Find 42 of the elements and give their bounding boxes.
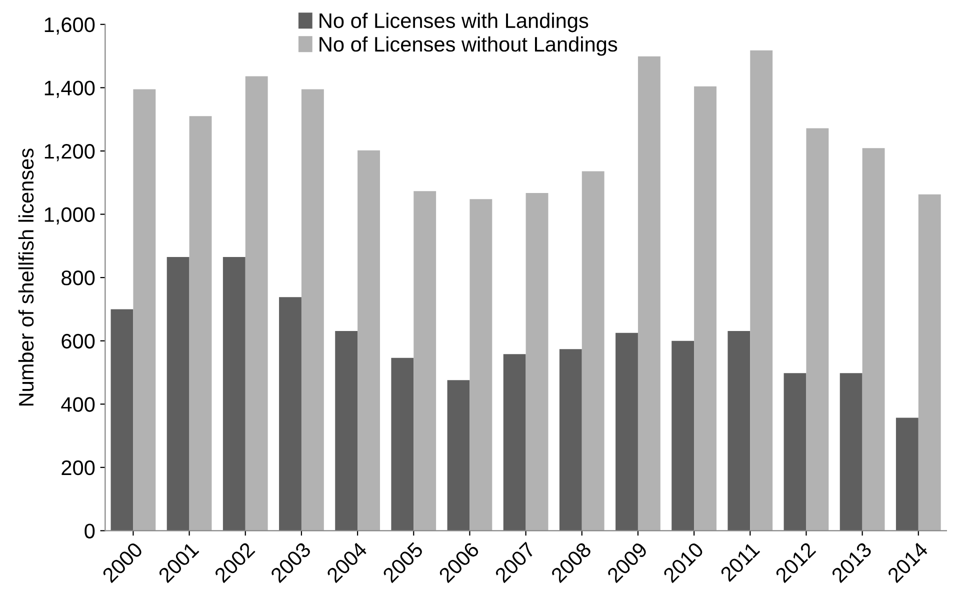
y-tick-label: 1,000 [44, 207, 95, 224]
bar [559, 349, 582, 531]
y-tick-label: 600 [62, 334, 95, 349]
legend-label: No of Licenses with Landings [320, 12, 588, 32]
y-tick-label: 1,600 [44, 17, 95, 35]
bar [582, 171, 604, 531]
bar [279, 297, 302, 531]
bar [806, 128, 829, 531]
y-tick-label: 1,200 [44, 144, 95, 162]
bar [784, 373, 806, 531]
bar [133, 89, 156, 531]
legend-label: No of Licenses without Landings [320, 36, 618, 56]
bar [616, 332, 638, 531]
y-tick-label: 800 [62, 270, 95, 286]
bar [840, 373, 862, 531]
bar [918, 194, 941, 531]
bar [694, 86, 716, 531]
bar [414, 191, 436, 531]
bar [470, 199, 492, 531]
bar [750, 50, 773, 531]
y-tick-label: 400 [61, 397, 95, 412]
bar [503, 354, 526, 531]
bar [391, 358, 414, 531]
bar [110, 309, 134, 531]
bar [335, 331, 358, 531]
bar [862, 148, 885, 531]
bar [189, 116, 212, 531]
y-axis-title: Number of shellfish licenses [18, 148, 34, 406]
bar [638, 56, 660, 531]
y-tick-label: 200 [62, 460, 95, 476]
bar [728, 331, 750, 531]
y-tick-label: 0 [84, 524, 95, 538]
bar [358, 150, 380, 531]
bar [672, 340, 694, 531]
bar [166, 256, 190, 531]
bar [526, 193, 548, 531]
bar [896, 418, 918, 531]
bar [447, 380, 470, 531]
y-tick-label: 1,400 [44, 80, 95, 98]
bar [222, 256, 246, 531]
bar [301, 89, 324, 531]
bar [245, 76, 268, 531]
